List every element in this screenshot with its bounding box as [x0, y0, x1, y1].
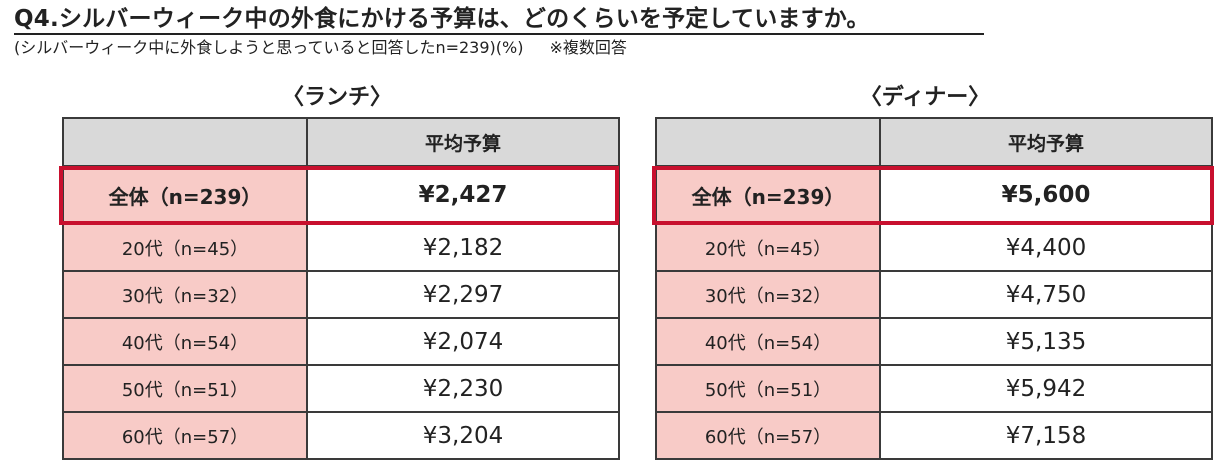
dinner-row-value: ¥5,942 [879, 364, 1213, 413]
lunch-header-value: 平均予算 [306, 117, 620, 167]
table-row: 40代（n=54） ¥5,135 [655, 317, 1213, 366]
subtitle-note: ※複数回答 [549, 38, 627, 57]
lunch-table: 平均予算 全体（n=239） ¥2,427 20代（n=45） ¥2,182 3… [62, 117, 620, 460]
dinner-total-value: ¥5,600 [879, 165, 1213, 225]
dinner-total-label: 全体（n=239） [655, 165, 881, 225]
lunch-row-value: ¥2,297 [306, 270, 620, 319]
lunch-row-value: ¥2,182 [306, 223, 620, 272]
dinner-heading: 〈ディナー〉 [859, 85, 991, 110]
lunch-total-value: ¥2,427 [306, 165, 620, 225]
lunch-heading: 〈ランチ〉 [281, 85, 392, 110]
dinner-row-label: 20代（n=45） [655, 223, 881, 272]
table-row: 30代（n=32） ¥2,297 [62, 270, 620, 319]
dinner-row-value: ¥5,135 [879, 317, 1213, 366]
dinner-table: 平均予算 全体（n=239） ¥5,600 20代（n=45） ¥4,400 3… [655, 117, 1213, 460]
table-row: 30代（n=32） ¥4,750 [655, 270, 1213, 319]
dinner-row-value: ¥4,750 [879, 270, 1213, 319]
dinner-header-row: 平均予算 [655, 117, 1213, 167]
lunch-row-value: ¥3,204 [306, 411, 620, 460]
dinner-row-label: 30代（n=32） [655, 270, 881, 319]
table-row: 40代（n=54） ¥2,074 [62, 317, 620, 366]
dinner-total-row: 全体（n=239） ¥5,600 [655, 165, 1213, 225]
lunch-total-label: 全体（n=239） [62, 165, 308, 225]
lunch-row-label: 50代（n=51） [62, 364, 308, 413]
table-row: 20代（n=45） ¥4,400 [655, 223, 1213, 272]
dinner-row-label: 60代（n=57） [655, 411, 881, 460]
lunch-header-label [62, 117, 308, 167]
lunch-header-row: 平均予算 [62, 117, 620, 167]
table-row: 20代（n=45） ¥2,182 [62, 223, 620, 272]
dinner-row-label: 50代（n=51） [655, 364, 881, 413]
table-row: 60代（n=57） ¥3,204 [62, 411, 620, 460]
lunch-row-label: 20代（n=45） [62, 223, 308, 272]
dinner-row-label: 40代（n=54） [655, 317, 881, 366]
lunch-row-label: 30代（n=32） [62, 270, 308, 319]
dinner-header-value: 平均予算 [879, 117, 1213, 167]
lunch-row-value: ¥2,230 [306, 364, 620, 413]
dinner-row-value: ¥7,158 [879, 411, 1213, 460]
lunch-row-value: ¥2,074 [306, 317, 620, 366]
lunch-row-label: 40代（n=54） [62, 317, 308, 366]
lunch-total-row: 全体（n=239） ¥2,427 [62, 165, 620, 225]
page-title: Q4.シルバーウィーク中の外食にかける予算は、どのくらいを予定していますか。 [14, 6, 870, 32]
lunch-row-label: 60代（n=57） [62, 411, 308, 460]
dinner-header-label [655, 117, 881, 167]
table-row: 50代（n=51） ¥2,230 [62, 364, 620, 413]
subtitle-text: (シルバーウィーク中に外食しようと思っていると回答したn=239)(%) [14, 38, 524, 57]
title-underline [14, 33, 984, 35]
dinner-row-value: ¥4,400 [879, 223, 1213, 272]
table-row: 50代（n=51） ¥5,942 [655, 364, 1213, 413]
table-row: 60代（n=57） ¥7,158 [655, 411, 1213, 460]
subtitle: (シルバーウィーク中に外食しようと思っていると回答したn=239)(%) ※複数回… [14, 37, 627, 59]
